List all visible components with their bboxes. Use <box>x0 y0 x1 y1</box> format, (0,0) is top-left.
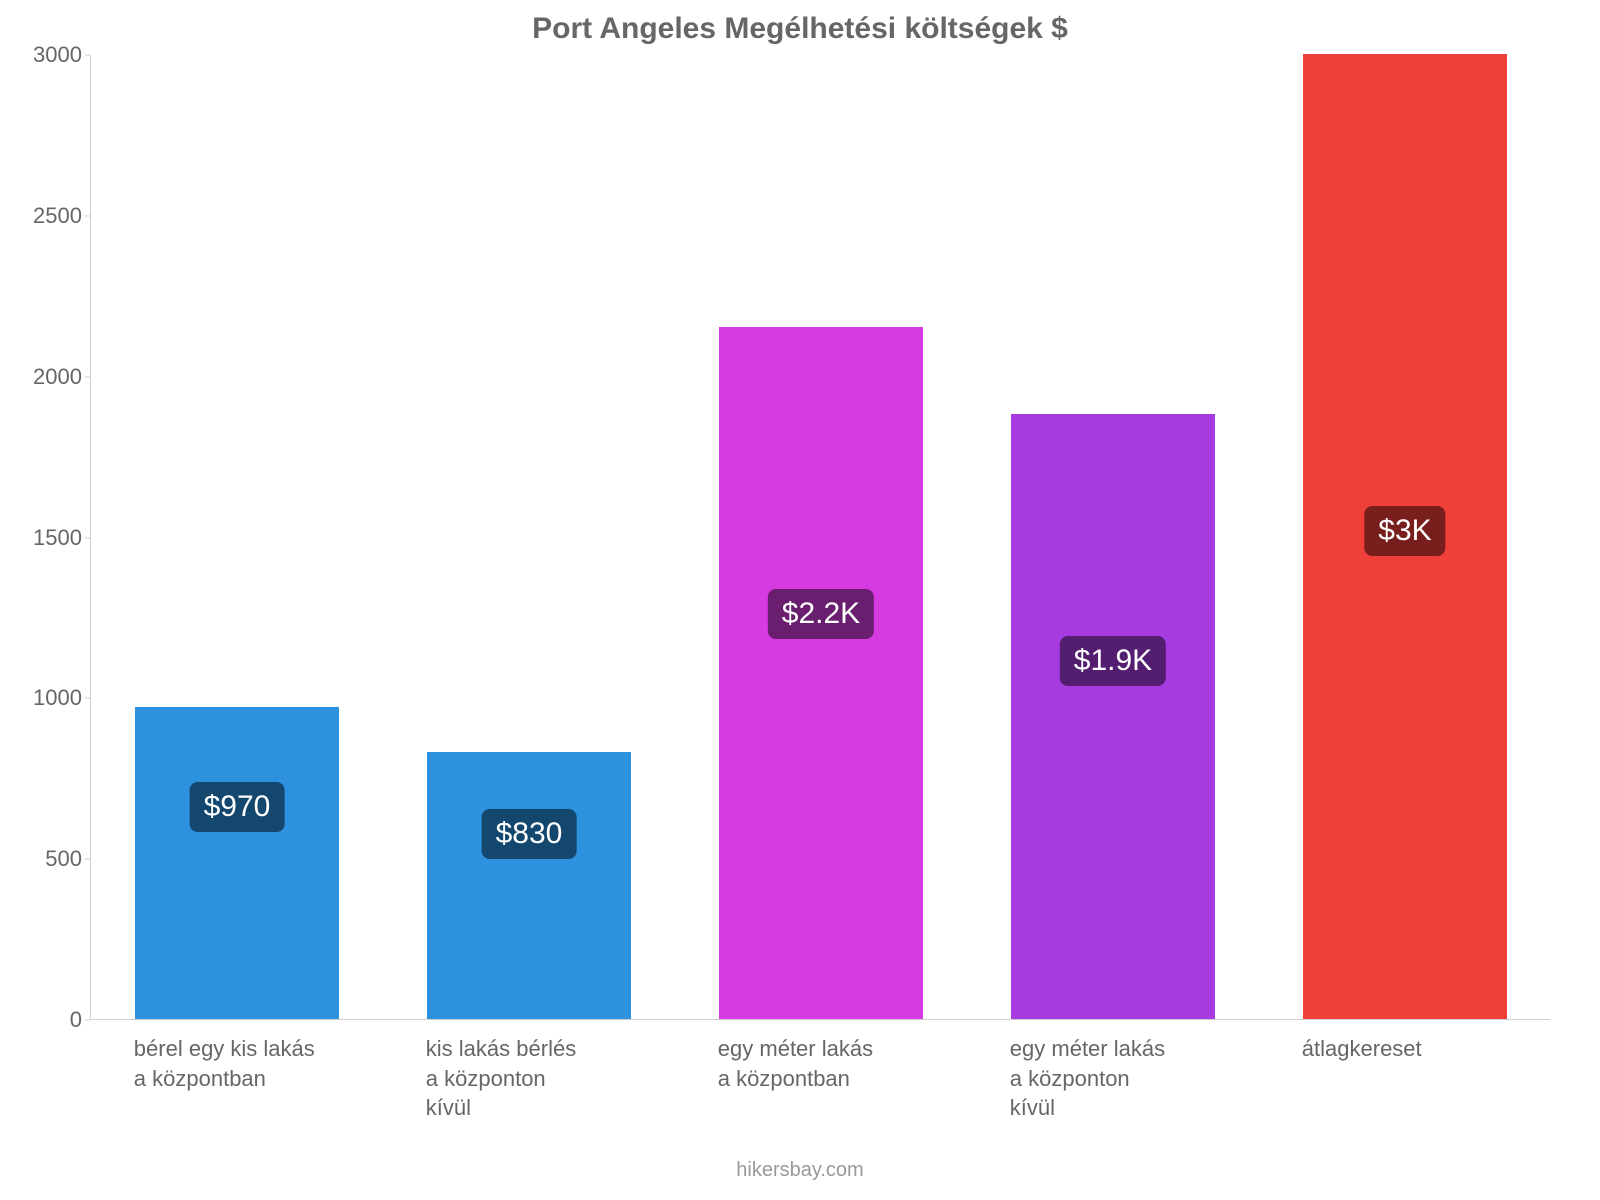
bar: $2.2K <box>719 327 923 1019</box>
x-tick-label: egy méter lakás a központon kívül <box>1010 1034 1214 1123</box>
y-tick-label: 3000 <box>0 42 82 68</box>
bar: $970 <box>135 707 339 1019</box>
x-tick-label: átlagkereset <box>1302 1034 1506 1064</box>
bar: $830 <box>427 752 631 1019</box>
bar-value-badge: $1.9K <box>1060 636 1166 686</box>
bar-value-badge: $2.2K <box>768 589 874 639</box>
x-tick-label: egy méter lakás a központban <box>718 1034 922 1093</box>
bar-value-badge: $970 <box>190 782 285 832</box>
y-tick-label: 2000 <box>0 364 82 390</box>
plot-area: $970 $830 $2.2K $1.9K $3K <box>90 55 1550 1020</box>
chart-footer: hikersbay.com <box>0 1159 1600 1182</box>
y-tick-label: 2500 <box>0 203 82 229</box>
x-tick-label: bérel egy kis lakás a központban <box>134 1034 338 1093</box>
x-tick-label: kis lakás bérlés a központon kívül <box>426 1034 630 1123</box>
cost-of-living-chart: Port Angeles Megélhetési költségek $ 0 50… <box>0 0 1600 1200</box>
bar-value-badge: $830 <box>482 809 577 859</box>
bar-value-badge: $3K <box>1364 506 1445 556</box>
y-tick-label: 1500 <box>0 525 82 551</box>
y-tick-label: 500 <box>0 846 82 872</box>
chart-title: Port Angeles Megélhetési költségek $ <box>0 12 1600 46</box>
bar: $3K <box>1303 54 1507 1019</box>
bar: $1.9K <box>1011 414 1215 1019</box>
y-tick-label: 1000 <box>0 685 82 711</box>
y-tick-label: 0 <box>0 1007 82 1033</box>
